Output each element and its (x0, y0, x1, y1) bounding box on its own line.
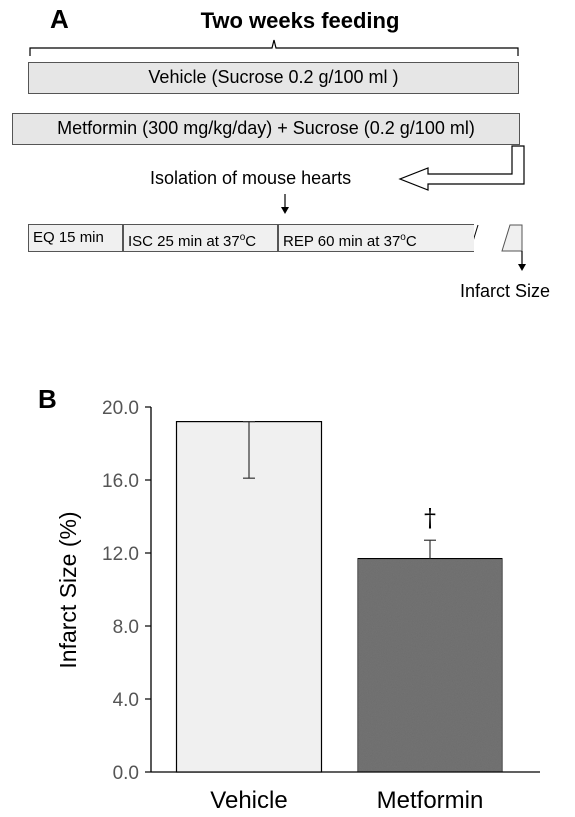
feeding-title: Two weeks feeding (200, 8, 400, 33)
timeline-isc-segment: ISC 25 min at 37oC (123, 224, 278, 252)
degree-sup: o (239, 232, 246, 243)
y-tick-label: 0.0 (113, 763, 139, 784)
panel-b-letter: B (38, 384, 57, 414)
y-tick-label: 8.0 (113, 617, 139, 638)
y-tick-label: 16.0 (102, 471, 139, 492)
isolation-label: Isolation of mouse hearts (150, 168, 352, 188)
vehicle-group-box: Vehicle (Sucrose 0.2 g/100 ml ) (28, 62, 519, 94)
y-tick-label: 12.0 (102, 544, 139, 565)
x-tick-label: Vehicle (210, 787, 287, 814)
y-tick-label: 4.0 (113, 690, 139, 711)
y-axis-ticks: 0.0 4.0 8.0 12.0 16.0 20.0 (102, 398, 151, 784)
bar-vehicle (175, 421, 323, 773)
timeline-rep-label: REP 60 min at 37 (283, 233, 401, 250)
panel-a-letter: A (50, 4, 69, 34)
metformin-group-box: Metformin (300 mg/kg/day) + Sucrose (0.2… (12, 113, 520, 145)
y-axis-label: Infarct Size (%) (55, 511, 81, 668)
x-tick-label: Metformin (377, 787, 484, 814)
timeline-isc-label: ISC 25 min at 37 (128, 233, 240, 250)
celsius-unit: C (245, 233, 257, 250)
celsius-unit: C (405, 233, 417, 250)
protocol-timeline: EQ 15 min ISC 25 min at 37oC REP 60 min … (28, 224, 474, 252)
infarct-size-label: Infarct Size (460, 281, 551, 301)
feeding-brace (29, 39, 519, 56)
timeline-rep-segment: REP 60 min at 37oC (278, 224, 474, 252)
timeline-eq-segment: EQ 15 min (28, 224, 123, 252)
bars-group: Vehicle Metformin † (175, 421, 504, 814)
timeline-eq-label: EQ 15 min (33, 229, 104, 246)
significance-dagger: † (424, 504, 436, 532)
degree-sup: o (400, 232, 406, 243)
bar-metformin (356, 557, 504, 773)
y-tick-label: 20.0 (102, 398, 139, 419)
